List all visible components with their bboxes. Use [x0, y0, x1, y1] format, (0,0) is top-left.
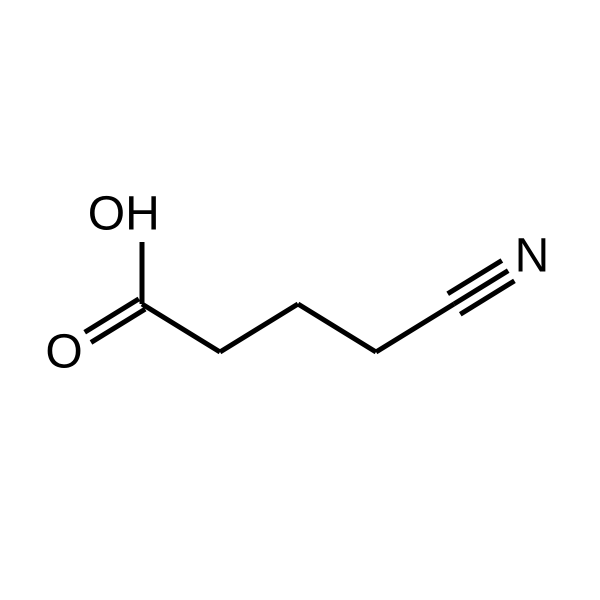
bond-C_acid-C2 — [142, 304, 220, 352]
chemical-structure: O OH N — [0, 0, 600, 600]
atom-label-O_h: OH — [88, 188, 160, 241]
atom-label-N: N — [515, 230, 550, 283]
atom-label-O_dbl: O — [45, 326, 82, 379]
bond-C2-C3 — [220, 304, 298, 352]
bond-C3-C4 — [298, 304, 376, 352]
bond-C4-C_cn — [376, 304, 454, 352]
